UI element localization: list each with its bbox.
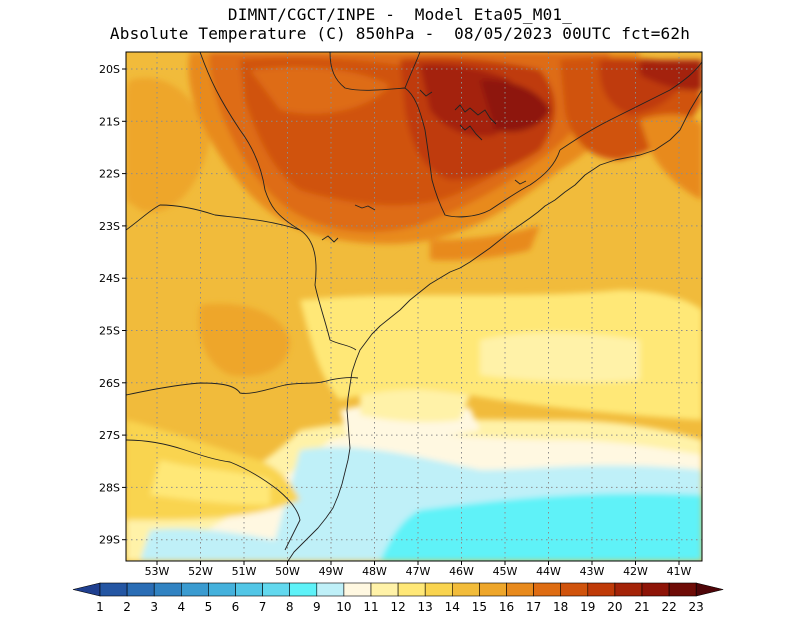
lon-label: 43W xyxy=(580,565,605,578)
colorbar-segment xyxy=(397,582,426,597)
colorbar-label: 7 xyxy=(259,600,267,614)
colorbar-label: 19 xyxy=(580,600,595,614)
colorbar-label: 5 xyxy=(205,600,213,614)
colorbar-segment xyxy=(451,582,480,597)
colorbar-label: 17 xyxy=(526,600,541,614)
colorbar-segment xyxy=(641,582,670,597)
graticule xyxy=(126,52,702,561)
colorbar-label: 23 xyxy=(689,600,704,614)
lon-label: 41W xyxy=(667,565,692,578)
lat-label: 28S xyxy=(99,481,120,494)
colorbar-label: 20 xyxy=(607,600,622,614)
colorbar-arrow-right xyxy=(695,582,724,597)
colorbar-segment xyxy=(235,582,263,597)
colorbar-label: 11 xyxy=(363,600,378,614)
colorbar-segment xyxy=(99,582,128,597)
colorbar-segment xyxy=(533,582,561,597)
colorbar-segment xyxy=(262,582,291,597)
colorbar-label: 4 xyxy=(177,600,185,614)
lon-label: 51W xyxy=(232,565,257,578)
lon-label: 50W xyxy=(275,565,300,578)
lon-label: 45W xyxy=(493,565,518,578)
colorbar-label: 14 xyxy=(445,600,460,614)
colorbar-segment xyxy=(668,582,697,597)
colorbar-label: 16 xyxy=(499,600,514,614)
lat-label: 24S xyxy=(99,272,120,285)
colorbar-segment xyxy=(424,582,453,597)
colorbar-label: 15 xyxy=(472,600,487,614)
plot-frame xyxy=(125,51,703,562)
colorbar-label: 21 xyxy=(634,600,649,614)
colorbar-segment xyxy=(343,582,372,597)
colorbar-label: 8 xyxy=(286,600,294,614)
colorbar-segment xyxy=(181,582,209,597)
lon-label: 49W xyxy=(319,565,344,578)
lat-label: 20S xyxy=(99,63,120,76)
colorbar-label: 1 xyxy=(96,600,104,614)
colorbar-label: 10 xyxy=(336,600,351,614)
colorbar-segment xyxy=(370,582,399,597)
lon-label: 44W xyxy=(536,565,561,578)
colorbar-label: 3 xyxy=(150,600,158,614)
colorbar-segment xyxy=(316,582,345,597)
colorbar-label: 22 xyxy=(661,600,676,614)
lon-label: 47W xyxy=(406,565,431,578)
lat-label: 23S xyxy=(99,220,120,233)
colorbar-segment xyxy=(126,582,155,597)
colorbar-segment xyxy=(208,582,236,597)
colorbar-arrow-left xyxy=(72,582,101,597)
lat-label: 25S xyxy=(99,325,120,338)
temperature-field xyxy=(126,52,702,561)
lat-label: 21S xyxy=(99,115,120,128)
colorbar-segment xyxy=(560,582,589,597)
lat-label: 22S xyxy=(99,168,120,181)
coastline-and-borders xyxy=(126,52,702,561)
lon-label: 48W xyxy=(362,565,387,578)
colorbar-segment xyxy=(506,582,534,597)
colorbar-label: 18 xyxy=(553,600,568,614)
colorbar-label: 6 xyxy=(232,600,240,614)
colorbar-label: 9 xyxy=(313,600,321,614)
map-title-line-1: DIMNT/CGCT/INPE - Model Eta05_M01_ xyxy=(227,5,573,24)
colorbar-label: 12 xyxy=(390,600,405,614)
lat-label: 26S xyxy=(99,377,120,390)
latitude-axis: 20S 21S 22S 23S 24S 25S 26S 27S 28S 29S xyxy=(99,63,126,547)
colorbar-segment xyxy=(153,582,182,597)
lon-label: 53W xyxy=(145,565,170,578)
colorbar-segment xyxy=(289,582,318,597)
colorbar-segment xyxy=(587,582,616,597)
lon-label: 52W xyxy=(188,565,213,578)
colorbar-label: 2 xyxy=(123,600,131,614)
colorbar: 1 2 3 4 5 6 7 8 9 10 11 12 13 14 15 16 17 18 19 20 21 22 23 xyxy=(72,582,724,614)
map-title-line-2: Absolute Temperature (C) 850hPa - 08/05/… xyxy=(109,24,691,43)
lat-label: 27S xyxy=(99,429,120,442)
colorbar-segment xyxy=(614,582,643,597)
colorbar-label: 13 xyxy=(418,600,433,614)
longitude-axis: 53W 52W 51W 50W 49W 48W 47W 46W 45W 44W 43W 42W 41W xyxy=(145,561,692,578)
colorbar-segment xyxy=(479,582,507,597)
lat-label: 29S xyxy=(99,534,120,547)
lon-label: 46W xyxy=(449,565,474,578)
lon-label: 42W xyxy=(623,565,648,578)
